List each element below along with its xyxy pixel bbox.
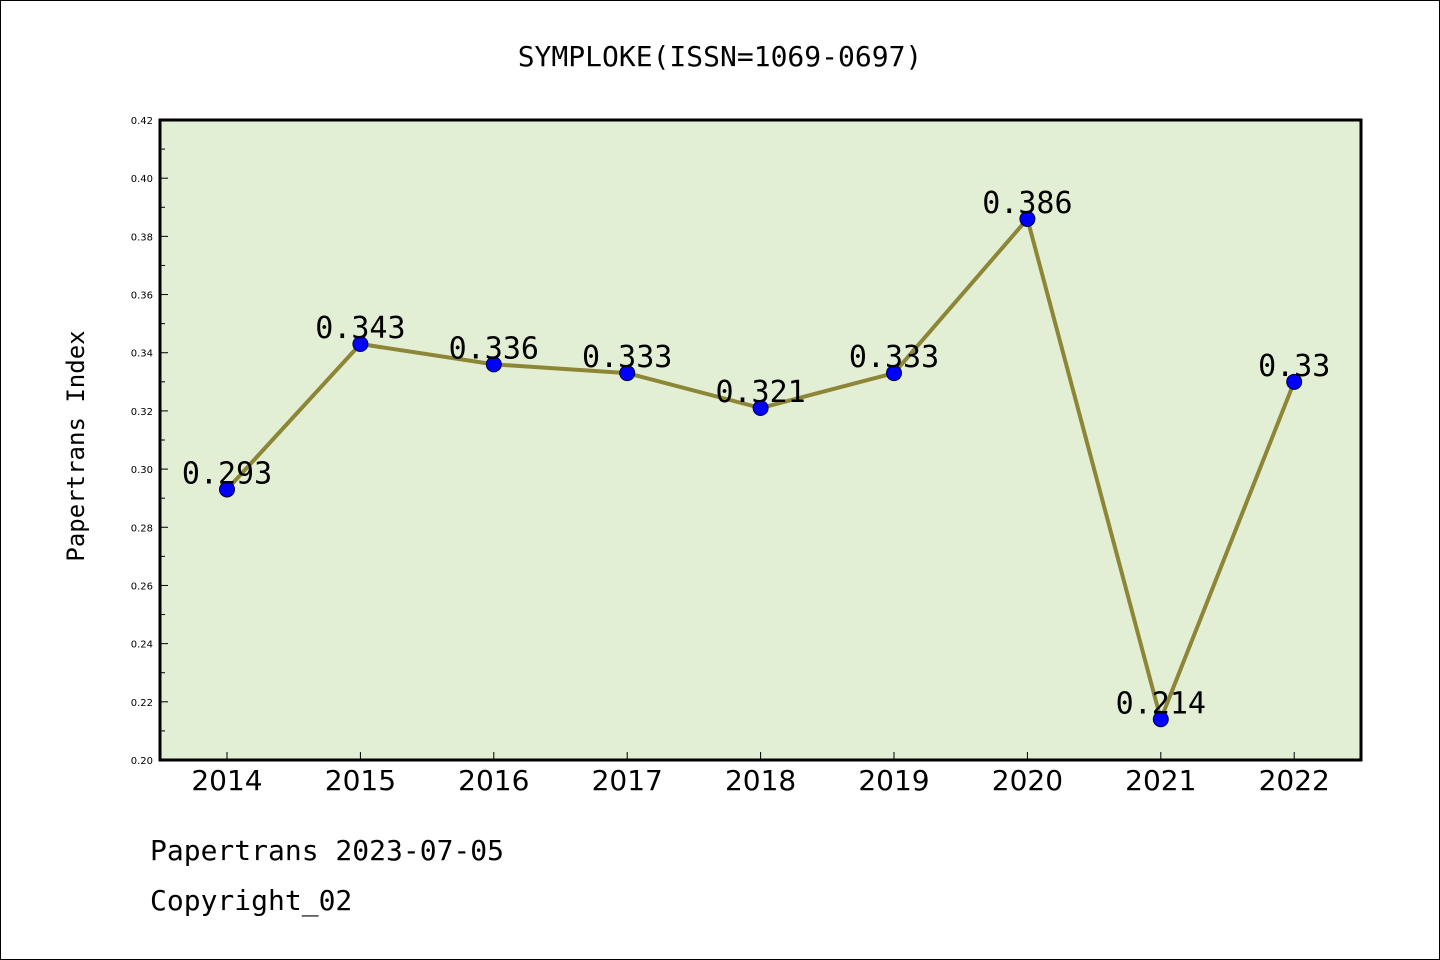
x-tick-label: 2020	[992, 764, 1063, 797]
y-tick-label: 0.30	[131, 465, 153, 476]
y-axis-label: Papertrans Index	[62, 330, 90, 561]
y-tick-label: 0.24	[131, 640, 153, 651]
x-tick-label: 2017	[592, 764, 663, 797]
data-label: 0.336	[449, 331, 539, 366]
data-label: 0.214	[1116, 686, 1206, 721]
plot-border	[158, 118, 1363, 762]
x-tick-label: 2019	[858, 764, 929, 797]
y-tick-label: 0.22	[131, 698, 153, 709]
data-point	[619, 365, 636, 382]
y-tick-label: 0.32	[131, 407, 153, 418]
plot-area	[160, 120, 1361, 760]
data-label: 0.333	[582, 340, 672, 375]
data-label: 0.321	[715, 375, 805, 410]
data-point	[352, 336, 369, 352]
data-label: 0.343	[315, 311, 405, 346]
y-tick-label: 0.20	[131, 756, 153, 767]
data-label: 0.333	[849, 340, 939, 375]
x-tick-label: 2021	[1125, 764, 1196, 797]
data-point	[1286, 373, 1303, 390]
y-tick-label: 0.26	[131, 581, 153, 592]
y-tick-label: 0.28	[131, 523, 153, 534]
x-tick-label: 2018	[725, 764, 796, 797]
data-point	[1152, 711, 1169, 728]
data-label: 0.293	[182, 456, 272, 491]
data-point	[485, 356, 502, 373]
x-axis: 2014 2015 2016 2017 2018 2019 2020 2021 2022	[191, 752, 1330, 797]
data-point	[886, 365, 902, 382]
y-tick-label: 0.40	[131, 174, 153, 185]
footer-copyright: Copyright_02	[150, 884, 353, 917]
x-tick-label: 2015	[325, 764, 396, 797]
series: 0.293 0.343 0.336 0.333 0.321 0.333 0.386 0.214…	[182, 186, 1330, 728]
data-point	[752, 400, 769, 416]
y-tick-label: 0.38	[131, 232, 153, 243]
y-tick-label: 0.42	[131, 116, 153, 127]
x-tick-label: 2014	[191, 764, 262, 797]
y-tick-label: 0.34	[131, 349, 153, 360]
data-point	[219, 481, 235, 498]
x-tick-label: 2016	[458, 764, 529, 797]
data-point	[1019, 210, 1036, 227]
chart-title: SYMPLOKE(ISSN=1069-0697)	[518, 40, 923, 73]
footer-date: Papertrans 2023-07-05	[150, 834, 505, 867]
data-label: 0.386	[982, 186, 1072, 221]
data-label: 0.33	[1258, 349, 1330, 384]
x-tick-label: 2022	[1259, 764, 1330, 797]
y-tick-label: 0.36	[131, 291, 153, 302]
